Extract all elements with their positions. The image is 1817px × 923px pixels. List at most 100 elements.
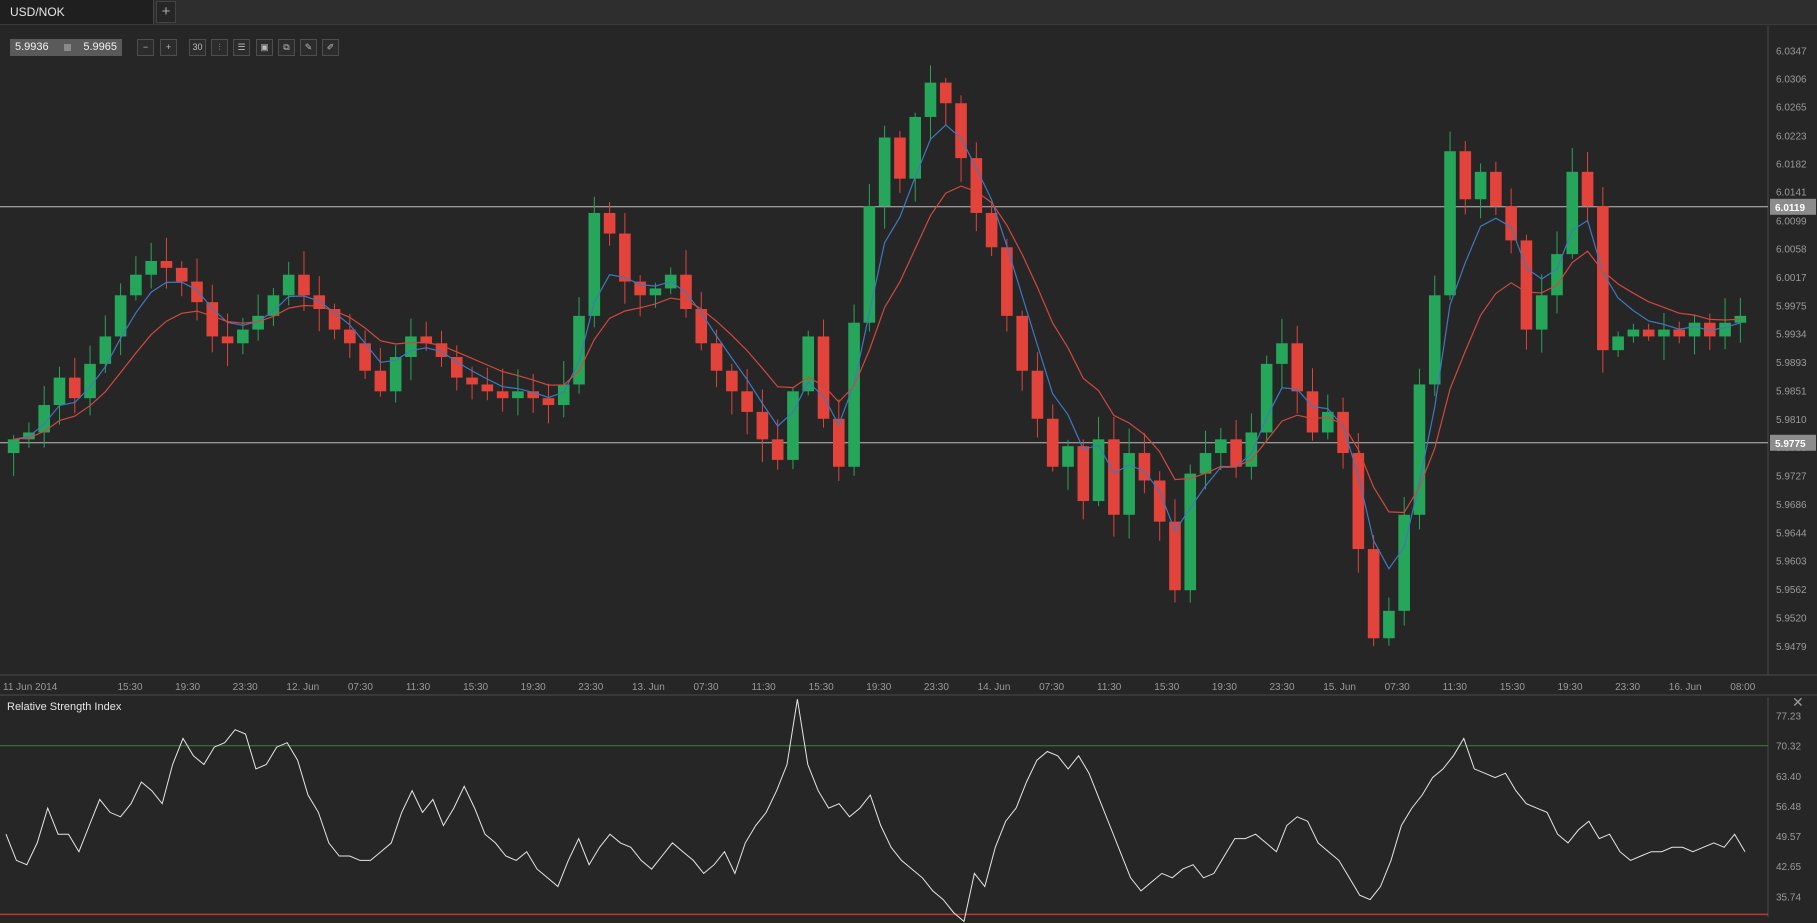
candle-body <box>1383 610 1395 639</box>
rsi-tick-label: 77.23 <box>1776 712 1801 723</box>
price-tick-label: 5.9934 <box>1776 330 1807 341</box>
timeframe-icon[interactable]: 30 <box>189 39 206 56</box>
candle-body <box>435 343 448 358</box>
candle-body <box>252 315 264 330</box>
quote-box: 5.9936 5.9965 <box>10 39 122 56</box>
candle-body <box>527 391 539 399</box>
candle-body <box>298 274 310 296</box>
candle-body <box>1138 453 1151 481</box>
time-tick-label: 11:30 <box>406 682 431 693</box>
candle-body <box>542 398 555 406</box>
candle-body <box>114 295 127 337</box>
candle-body <box>1001 247 1013 316</box>
candle-body <box>1413 384 1426 515</box>
candle-body <box>1153 480 1166 522</box>
candle-body <box>955 103 967 159</box>
time-tick-label: 11:30 <box>751 682 776 693</box>
candle-body <box>481 384 494 392</box>
candle-body <box>619 233 631 282</box>
candle-body <box>221 336 234 344</box>
candle-body <box>1169 521 1181 591</box>
bid-price[interactable]: 5.9936 <box>15 41 49 53</box>
candle-body <box>634 281 646 296</box>
candle-body <box>557 384 570 406</box>
candle-body <box>1688 322 1701 337</box>
zoom-out-icon[interactable]: − <box>137 39 154 56</box>
chart-settings-icon[interactable]: ▣ <box>256 39 273 56</box>
candle-body <box>848 322 860 467</box>
price-tick-label: 6.0017 <box>1776 273 1807 284</box>
candle-body <box>1016 315 1028 371</box>
candle-body <box>175 267 188 282</box>
candle-body <box>1199 453 1212 474</box>
price-tick-label: 6.0223 <box>1776 131 1807 142</box>
candle-body <box>1398 514 1410 611</box>
rsi-tick-label: 63.40 <box>1776 772 1801 783</box>
candle-body <box>420 336 433 344</box>
candle-body <box>53 377 66 406</box>
price-tick-label: 6.0141 <box>1776 188 1807 199</box>
candle-body <box>23 432 35 440</box>
candle-body <box>573 315 585 385</box>
time-tick-label: 19:30 <box>175 682 200 693</box>
price-line-label: 5.9775 <box>1775 439 1806 450</box>
tab-usd-nok[interactable]: USD/NOK <box>0 0 154 24</box>
candle-body <box>1245 432 1258 467</box>
copy-icon[interactable]: ⧉ <box>278 39 295 56</box>
candle-body <box>1520 240 1533 330</box>
time-tick-label: 07:30 <box>1039 682 1064 693</box>
indicators-icon[interactable]: ☰ <box>233 39 250 56</box>
time-tick-label: 15:30 <box>1154 682 1179 693</box>
moving-average-fast <box>13 124 1741 570</box>
rsi-title: Relative Strength Index <box>7 701 122 713</box>
candle-body <box>1474 171 1487 200</box>
time-tick-label: 23:30 <box>233 682 258 693</box>
candle-body <box>588 212 601 316</box>
candle-body <box>1215 439 1227 454</box>
price-tick-label: 5.9644 <box>1776 529 1807 540</box>
price-tick-label: 5.9603 <box>1776 557 1807 568</box>
candle-body <box>1031 370 1044 419</box>
zoom-in-icon[interactable]: + <box>160 39 177 56</box>
candle-body <box>939 82 952 104</box>
candle-body <box>1092 439 1105 502</box>
candle-body <box>771 439 784 460</box>
pen-icon[interactable]: ✐ <box>322 39 339 56</box>
candle-body <box>68 377 81 399</box>
candle-body <box>1719 322 1731 337</box>
price-tick-label: 6.0058 <box>1776 245 1807 256</box>
candle-body <box>1428 295 1441 385</box>
candles <box>7 65 1747 647</box>
time-tick-label: 11 Jun 2014 <box>3 682 58 693</box>
candle-body <box>603 212 616 234</box>
rsi-tick-label: 42.65 <box>1776 862 1801 873</box>
candle-body <box>191 281 203 303</box>
price-tick-label: 6.0347 <box>1776 46 1807 57</box>
price-tick-label: 5.9893 <box>1776 358 1807 369</box>
close-icon[interactable]: ✕ <box>1792 694 1804 710</box>
price-tick-label: 5.9975 <box>1776 302 1807 313</box>
price-tick-label: 5.9727 <box>1776 472 1807 483</box>
time-tick-label: 15:30 <box>463 682 488 693</box>
moving-average-slow <box>13 185 1741 514</box>
candle-body <box>1612 336 1624 351</box>
add-tab-button[interactable]: + <box>156 1 176 23</box>
ask-price[interactable]: 5.9965 <box>83 41 117 53</box>
candle-body <box>695 309 708 344</box>
time-tick-label: 07:30 <box>1385 682 1410 693</box>
candle-body <box>680 274 692 310</box>
time-tick-label: 15:30 <box>117 682 142 693</box>
candle-type-icon[interactable]: ⫶ <box>211 39 228 56</box>
price-tick-label: 5.9562 <box>1776 585 1807 596</box>
price-tick-label: 6.0099 <box>1776 217 1807 228</box>
candle-body <box>450 357 463 378</box>
candle-body <box>1734 315 1747 323</box>
candle-body <box>664 274 677 289</box>
candle-body <box>1658 329 1670 337</box>
draw-icon[interactable]: ✎ <box>300 39 317 56</box>
time-tick-label: 19:30 <box>1557 682 1582 693</box>
candle-body <box>1551 254 1563 296</box>
candle-body <box>1444 151 1456 296</box>
candle-body <box>1260 363 1273 433</box>
